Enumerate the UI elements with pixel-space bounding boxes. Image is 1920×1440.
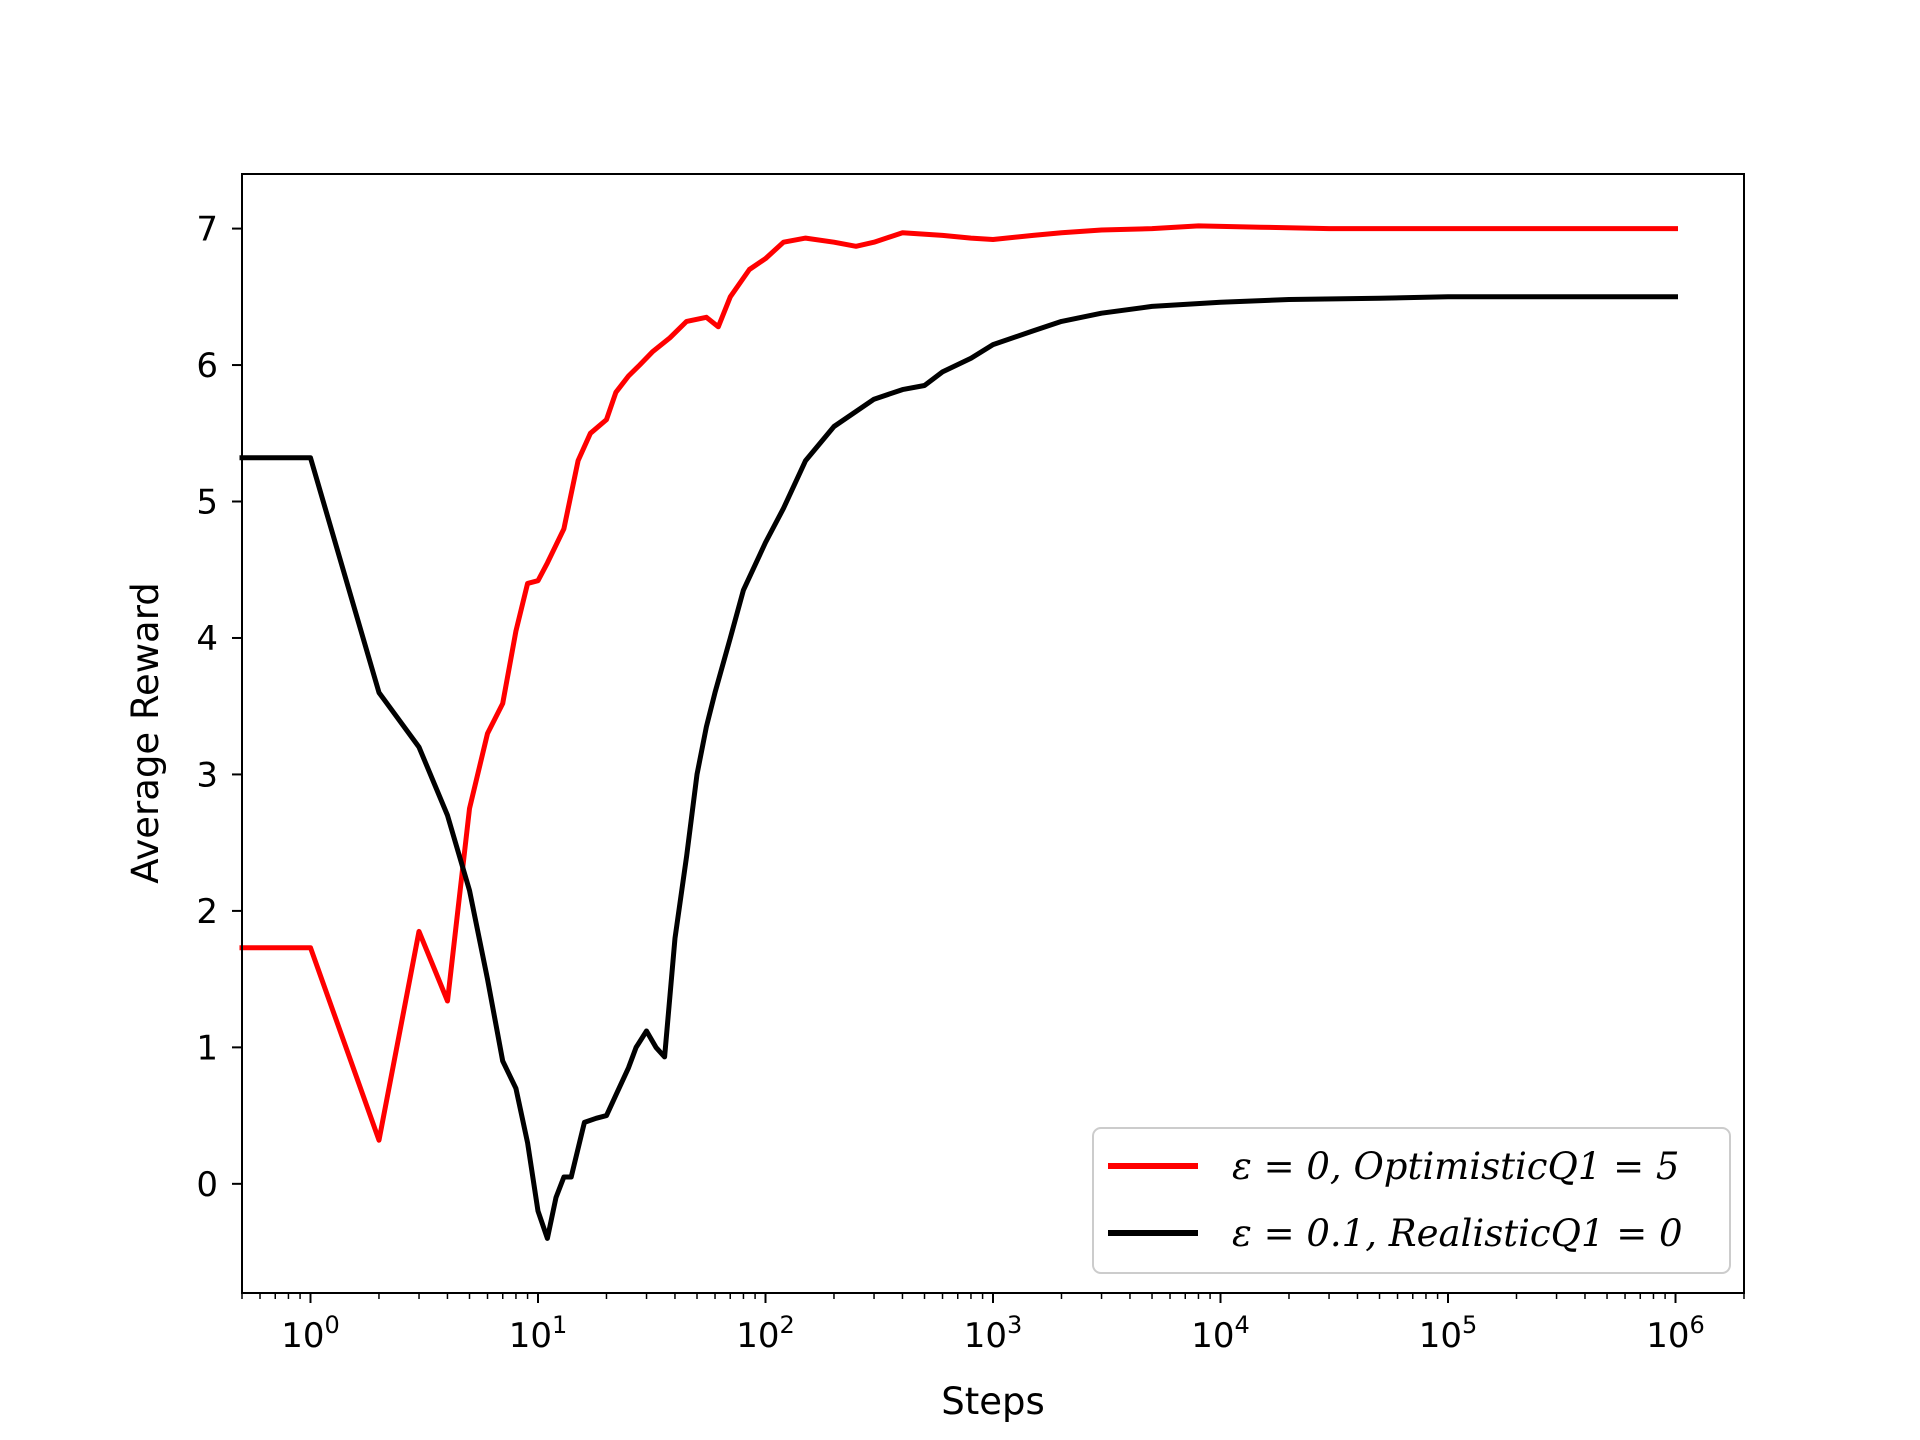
y-axis-ticks: 0 1 2 3 4 5 6 7 [196,210,242,1205]
legend: ε = 0, OptimisticQ1 = 5 ε = 0.1, Realist… [1092,1127,1731,1274]
x-tick-label: 106 [1646,1311,1705,1356]
legend-label-optimistic: ε = 0, OptimisticQ1 = 5 [1232,1145,1679,1188]
legend-box [1092,1127,1731,1274]
y-axis-label: Average Reward [124,582,167,884]
x-tick-label: 100 [281,1311,340,1356]
y-tick-label: 5 [196,483,218,523]
series-layer [239,223,1678,1241]
y-tick-label: 7 [196,210,218,250]
x-tick-label: 102 [736,1311,795,1356]
series-line-1 [239,294,1678,1241]
legend-label-realistic: ε = 0.1, RealisticQ1 = 0 [1232,1212,1683,1255]
x-axis-label: Steps [941,1380,1045,1423]
y-tick-label: 3 [196,755,218,795]
x-tick-label: 105 [1419,1311,1478,1356]
y-tick-label: 6 [196,346,218,386]
y-tick-label: 0 [196,1165,218,1205]
series-line-0 [239,223,1678,1143]
y-tick-label: 4 [196,619,218,659]
y-tick-label: 2 [196,892,218,932]
x-tick-label: 104 [1191,1311,1250,1356]
x-axis-ticks: 100 101 102 103 104 105 106 [241,1293,1745,1356]
y-tick-label: 1 [196,1028,218,1068]
x-tick-label: 103 [964,1311,1023,1356]
x-tick-label: 101 [509,1311,568,1356]
